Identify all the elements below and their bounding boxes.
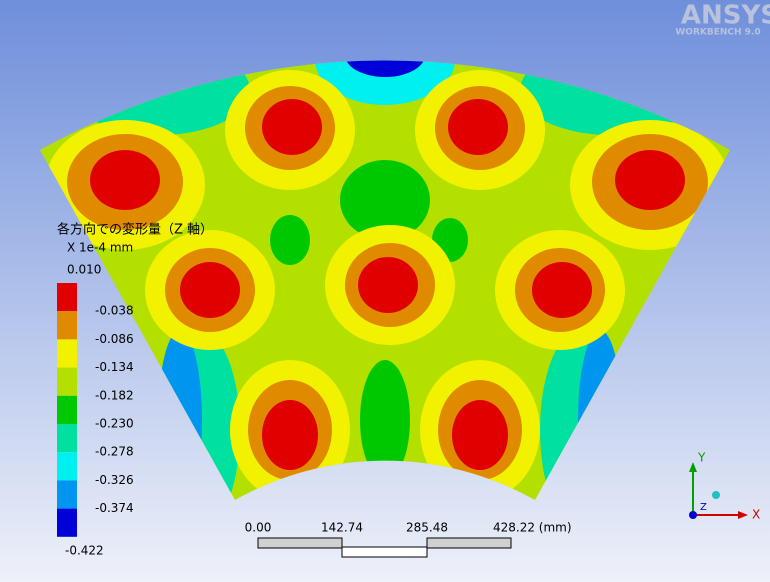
legend-units: X 1e-4 mm [67,241,133,255]
legend-level: -0.422 [65,544,104,558]
axis-label-z: Z [700,502,707,513]
legend-swatch [57,452,77,481]
scale-label: 428.22 (mm) [493,521,572,535]
legend-swatch [57,339,77,368]
legend-swatch [57,311,77,340]
legend: 0.010 -0.038 -0.086 -0.134 -0.182 -0.230 -0.27… [57,263,134,558]
legend-level: -0.230 [95,417,134,431]
scale-label: 285.48 [406,521,448,535]
legend-swatch [57,480,77,509]
legend-level: -0.326 [95,473,134,487]
legend-level: 0.010 [67,263,101,277]
logo-product: WORKBENCH 9.0 [675,28,760,38]
legend-level: -0.278 [95,445,134,459]
legend-level: -0.374 [95,501,134,515]
legend-swatch [57,424,77,453]
legend-swatch [57,367,77,396]
legend-level: -0.134 [95,360,134,374]
scale-bar: 0.00 142.74 285.48 428.22 (mm) [245,521,572,558]
legend-title: 各方向での変形量（Z 軸） [57,222,213,238]
legend-swatch [57,508,77,537]
axis-label-y: Y [697,451,706,465]
legend-swatch [57,283,77,312]
legend-level: -0.086 [95,332,134,346]
logo-brand: ANSYS [681,1,770,31]
scale-label: 142.74 [321,521,363,535]
legend-level: -0.038 [95,304,134,318]
axis-label-x: X [752,508,760,522]
legend-level: -0.182 [95,388,134,402]
legend-swatch [57,395,77,424]
scale-label: 0.00 [245,521,272,535]
axis-triad: Y Z X [689,451,760,522]
